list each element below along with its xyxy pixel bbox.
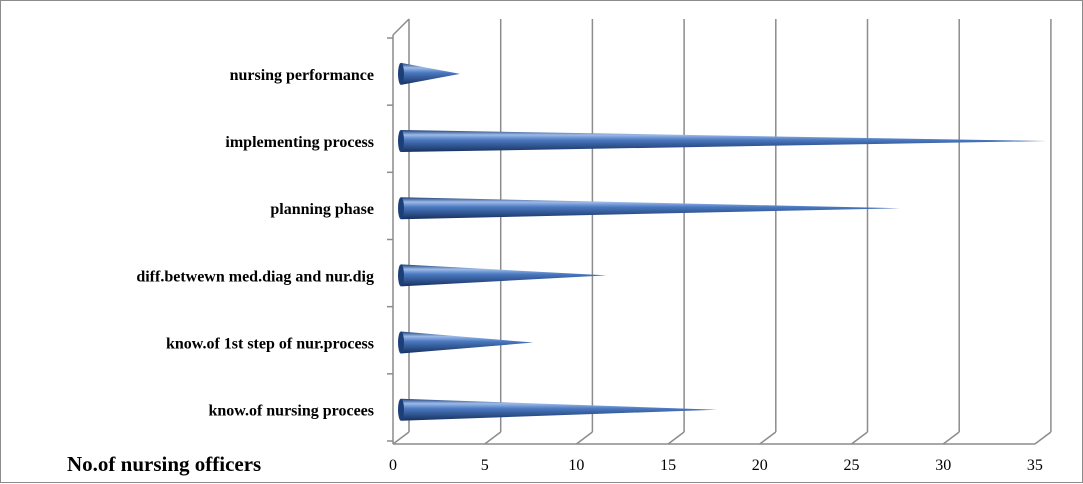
gridline-diag-0	[392, 431, 410, 445]
y-category-label-6: nursing performance	[230, 67, 374, 84]
gridline-diag-30	[942, 431, 960, 445]
y-category-label-4: planning phase	[270, 201, 374, 218]
y-category-label-2: know.of 1st step of nur.process	[166, 336, 374, 353]
y-category-label-1: know.of nursing procees	[208, 403, 374, 420]
gridline-diag-5	[484, 431, 502, 445]
bar-base-4	[398, 197, 404, 220]
bar-base-1	[398, 398, 404, 421]
y-category-label-3: diff.betwewn med.diag and nur.dig	[136, 268, 374, 285]
bar-1	[401, 398, 717, 421]
gridline-diag-35	[1034, 431, 1052, 445]
bar-base-3	[398, 264, 404, 287]
gridline-diag-25	[851, 431, 868, 445]
bar-base-6	[398, 62, 404, 85]
bar-5	[401, 130, 1047, 153]
x-tick-label-35: 35	[1027, 457, 1043, 474]
x-axis-title: No.of nursing officers	[67, 452, 261, 476]
x-tick-label-5: 5	[481, 457, 489, 474]
bar-3	[401, 264, 607, 287]
x-tick-label-30: 30	[935, 457, 951, 474]
bar-6	[401, 62, 461, 85]
bar-4	[401, 197, 901, 220]
back-wall-top-edge	[392, 18, 410, 36]
bar-base-5	[398, 130, 404, 153]
x-tick-label-20: 20	[752, 457, 768, 474]
x-tick-label-15: 15	[660, 457, 676, 474]
y-category-label-5: implementing process	[225, 134, 374, 151]
gridline-diag-15	[667, 431, 685, 445]
gridline-diag-10	[575, 431, 593, 445]
x-tick-label-10: 10	[568, 457, 584, 474]
gridline-diag-20	[759, 431, 777, 445]
bar-base-2	[398, 331, 404, 354]
bar-2	[401, 331, 534, 354]
x-tick-label-25: 25	[844, 457, 860, 474]
x-tick-label-0: 0	[389, 457, 397, 474]
